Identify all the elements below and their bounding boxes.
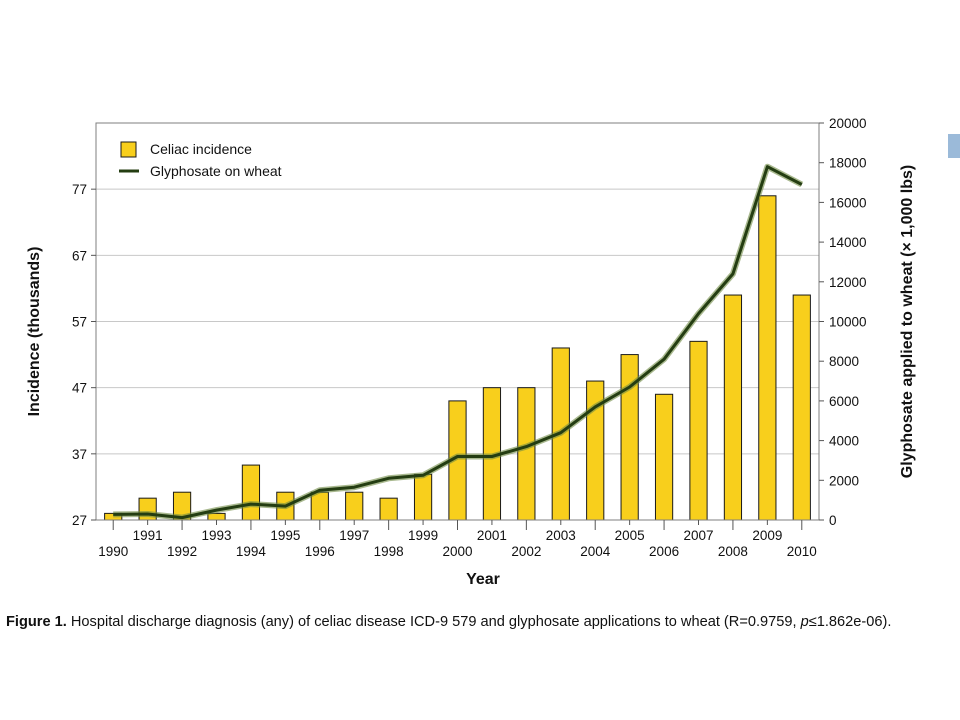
x-tick-label: 1993 (201, 528, 231, 543)
x-tick-label: 2002 (511, 544, 541, 559)
x-tick-label: 1992 (167, 544, 197, 559)
bar (792, 294, 811, 521)
x-tick-label: 2001 (477, 528, 507, 543)
bar (413, 473, 433, 521)
y-right-tick-label: 0 (829, 513, 837, 528)
x-tick-label: 1999 (408, 528, 438, 543)
x-tick-label: 2005 (615, 528, 645, 543)
y-right-tick-label: 4000 (829, 434, 859, 449)
x-tick-label: 1997 (339, 528, 369, 543)
line-series (113, 163, 804, 521)
x-tick-label: 2009 (752, 528, 782, 543)
y-left-tick-label: 37 (72, 447, 87, 462)
x-tick-label: 1995 (270, 528, 300, 543)
caption-text: Hospital discharge diagnosis (any) of ce… (66, 614, 801, 630)
y-right-tick-label: 16000 (829, 195, 867, 210)
y-right-tick-label: 20000 (829, 116, 867, 131)
x-tick-label: 2008 (718, 544, 748, 559)
bar (345, 491, 364, 521)
y-right-tick-label: 14000 (829, 235, 867, 250)
y-left-tick-label: 27 (72, 513, 87, 528)
bar (241, 464, 261, 521)
x-tick-label: 1994 (236, 544, 267, 559)
x-tick-label: 2004 (580, 544, 611, 559)
caption-label: Figure 1. (6, 614, 67, 630)
y-left-tick-label: 57 (72, 315, 87, 330)
bars (104, 195, 811, 521)
legend: Celiac incidence Glyphosate on wheat (119, 141, 282, 179)
x-tick-label: 1991 (133, 528, 163, 543)
y-right-tick-label: 8000 (829, 354, 859, 369)
y-right-axis-title: Glyphosate applied to wheat (× 1,000 lbs… (899, 165, 916, 478)
y-right-tick-label: 10000 (829, 315, 867, 330)
bar (689, 340, 708, 521)
x-tick-label: 2006 (649, 544, 679, 559)
slide-corner-decoration (948, 134, 960, 158)
legend-bar-swatch (120, 141, 137, 158)
y-right-tick-label: 18000 (829, 156, 867, 171)
x-tick-label: 1996 (305, 544, 335, 559)
bar (517, 387, 536, 521)
x-axis-title: Year (466, 571, 500, 588)
x-tick-label: 2003 (546, 528, 576, 543)
y-left-tick-label: 77 (72, 182, 87, 197)
legend-label: Celiac incidence (150, 141, 252, 157)
bar (758, 195, 777, 521)
figure-caption: Figure 1. Hospital discharge diagnosis (… (6, 614, 956, 630)
x-tick-label: 2010 (787, 544, 817, 559)
bar (654, 393, 674, 521)
bar (310, 491, 329, 521)
x-tick-label: 1990 (98, 544, 128, 559)
y-left-tick-label: 67 (72, 248, 87, 263)
x-tick-label: 2000 (442, 544, 472, 559)
y-left-tick-label: 47 (72, 381, 87, 396)
x-tick-label: 1998 (374, 544, 404, 559)
y-right-tick-label: 6000 (829, 394, 859, 409)
y-right-tick-label: 12000 (829, 275, 867, 290)
y-right-tick-label: 2000 (829, 473, 859, 488)
caption-p-symbol: p (800, 614, 809, 630)
bar (379, 497, 398, 521)
glyphosate-line (113, 165, 803, 520)
bar (723, 294, 743, 521)
y-left-axis-title: Incidence (thousands) (26, 247, 43, 417)
caption-text-end: ≤1.862e-06). (808, 614, 892, 630)
legend-label: Glyphosate on wheat (150, 163, 282, 179)
x-tick-label: 2007 (683, 528, 713, 543)
